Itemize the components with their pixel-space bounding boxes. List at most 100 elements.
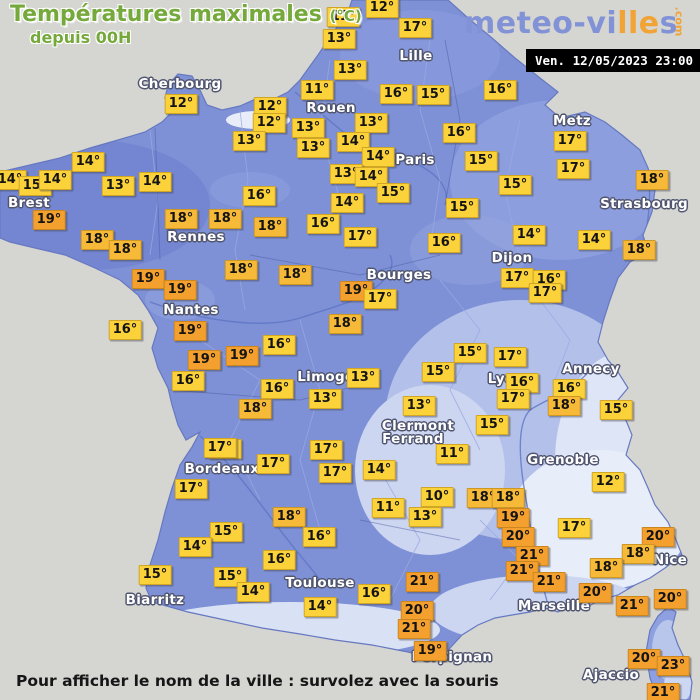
temp-badge[interactable]: 13° bbox=[402, 396, 436, 416]
temp-badge[interactable]: 18° bbox=[253, 217, 287, 237]
temp-badge[interactable]: 17° bbox=[557, 518, 591, 538]
temp-badge[interactable]: 15° bbox=[464, 151, 498, 171]
temp-badge[interactable]: 18° bbox=[238, 399, 272, 419]
temp-badge[interactable]: 17° bbox=[203, 438, 237, 458]
temp-badge[interactable]: 19° bbox=[225, 346, 259, 366]
temp-badge[interactable]: 16° bbox=[108, 320, 142, 340]
temp-badge[interactable]: 18° bbox=[272, 507, 306, 527]
temp-badge[interactable]: 18° bbox=[635, 170, 669, 190]
temp-badge[interactable]: 16° bbox=[379, 84, 413, 104]
temp-badge[interactable]: 18° bbox=[108, 240, 142, 260]
temp-badge[interactable]: 16° bbox=[171, 371, 205, 391]
temp-badge[interactable]: 16° bbox=[306, 214, 340, 234]
temp-badge[interactable]: 21° bbox=[615, 596, 649, 616]
temp-badge[interactable]: 14° bbox=[138, 172, 172, 192]
temp-badge[interactable]: 18° bbox=[491, 488, 525, 508]
temp-badge[interactable]: 16° bbox=[442, 123, 476, 143]
temp-badge[interactable]: 16° bbox=[483, 80, 517, 100]
temp-badge[interactable]: 20° bbox=[400, 601, 434, 621]
temp-badge[interactable]: 19° bbox=[131, 269, 165, 289]
temp-badge[interactable]: 21° bbox=[405, 572, 439, 592]
temp-badge[interactable]: 19° bbox=[173, 321, 207, 341]
temp-badge[interactable]: 17° bbox=[398, 18, 432, 38]
temp-badge[interactable]: 17° bbox=[256, 454, 290, 474]
temp-badge[interactable]: 15° bbox=[138, 565, 172, 585]
temp-badge[interactable]: 21° bbox=[397, 619, 431, 639]
temp-badge[interactable]: 17° bbox=[496, 389, 530, 409]
temp-badge[interactable]: 17° bbox=[343, 227, 377, 247]
temp-badge[interactable]: 18° bbox=[621, 544, 655, 564]
temp-badge[interactable]: 18° bbox=[547, 396, 581, 416]
temp-badge[interactable]: 19° bbox=[163, 280, 197, 300]
temp-badge[interactable]: 13° bbox=[291, 118, 325, 138]
temp-badge[interactable]: 19° bbox=[413, 641, 447, 661]
temp-badge[interactable]: 13° bbox=[308, 389, 342, 409]
temp-badge[interactable]: 18° bbox=[328, 314, 362, 334]
temp-badge[interactable]: 17° bbox=[528, 283, 562, 303]
temp-badge[interactable]: 13° bbox=[296, 138, 330, 158]
temp-badge[interactable]: 18° bbox=[208, 209, 242, 229]
temp-badge[interactable]: 14° bbox=[336, 132, 370, 152]
temp-badge[interactable]: 21° bbox=[532, 572, 566, 592]
temp-badge[interactable]: 19° bbox=[496, 508, 530, 528]
temp-badge[interactable]: 18° bbox=[224, 260, 258, 280]
temp-badge[interactable]: 17° bbox=[309, 440, 343, 460]
temp-badge[interactable]: 18° bbox=[466, 488, 500, 508]
temp-badge[interactable]: 17° bbox=[318, 463, 352, 483]
temp-badge[interactable]: 15° bbox=[416, 85, 450, 105]
temp-badge[interactable]: 14° bbox=[330, 193, 364, 213]
temp-badge[interactable]: 17° bbox=[553, 131, 587, 151]
temp-badge[interactable]: 12° bbox=[591, 472, 625, 492]
temp-badge[interactable]: 12° bbox=[365, 0, 399, 18]
temp-badge[interactable]: 21° bbox=[505, 561, 539, 581]
temp-badge[interactable]: 15° bbox=[209, 522, 243, 542]
temp-badge[interactable]: 20° bbox=[653, 589, 687, 609]
temp-badge[interactable]: 15° bbox=[453, 343, 487, 363]
temp-badge[interactable]: 11° bbox=[326, 7, 360, 27]
temp-badge[interactable]: 13° bbox=[346, 368, 380, 388]
temp-badge[interactable]: 19° bbox=[187, 350, 221, 370]
temp-badge[interactable]: 15° bbox=[599, 400, 633, 420]
temp-badge[interactable]: 18° bbox=[622, 240, 656, 260]
temp-badge[interactable]: 20° bbox=[578, 583, 612, 603]
temp-badge[interactable]: 20° bbox=[627, 649, 661, 669]
temp-badge[interactable]: 15° bbox=[475, 415, 509, 435]
temp-badge[interactable]: 20° bbox=[641, 527, 675, 547]
temp-badge[interactable]: 10° bbox=[420, 487, 454, 507]
temp-badge[interactable]: 13° bbox=[322, 29, 356, 49]
temp-badge[interactable]: 14° bbox=[354, 167, 388, 187]
temp-badge[interactable]: 14° bbox=[38, 170, 72, 190]
temp-badge[interactable]: 15° bbox=[498, 175, 532, 195]
temp-badge[interactable]: 17° bbox=[556, 159, 590, 179]
temp-badge[interactable]: 16° bbox=[262, 550, 296, 570]
meteo-villes-logo[interactable]: meteo-villes .com bbox=[464, 6, 686, 41]
temp-badge[interactable]: 11° bbox=[371, 498, 405, 518]
temp-badge[interactable]: 13° bbox=[408, 507, 442, 527]
temp-badge[interactable]: 16° bbox=[427, 233, 461, 253]
temp-badge[interactable]: 16° bbox=[505, 373, 539, 393]
temp-badge[interactable]: 16° bbox=[262, 335, 296, 355]
temp-badge[interactable]: 18° bbox=[589, 558, 623, 578]
temp-badge[interactable]: 14° bbox=[512, 225, 546, 245]
temp-badge[interactable]: 11° bbox=[300, 80, 334, 100]
temp-badge[interactable]: 14° bbox=[236, 582, 270, 602]
temp-badge[interactable]: 18° bbox=[278, 265, 312, 285]
temp-badge[interactable]: 21° bbox=[646, 683, 680, 700]
temp-badge[interactable]: 13° bbox=[101, 176, 135, 196]
temp-badge[interactable]: 14° bbox=[362, 460, 396, 480]
temp-badge[interactable]: 19° bbox=[32, 210, 66, 230]
temp-badge[interactable]: 17° bbox=[363, 289, 397, 309]
temp-badge[interactable]: 20° bbox=[501, 527, 535, 547]
temp-badge[interactable]: 15° bbox=[421, 362, 455, 382]
temp-badge[interactable]: 14° bbox=[361, 147, 395, 167]
temp-badge[interactable]: 16° bbox=[242, 186, 276, 206]
temp-badge[interactable]: 12° bbox=[252, 113, 286, 133]
temp-badge[interactable]: 15° bbox=[445, 198, 479, 218]
temp-badge[interactable]: 13° bbox=[333, 60, 367, 80]
temp-badge[interactable]: 23° bbox=[656, 656, 690, 676]
temp-badge[interactable]: 13° bbox=[232, 131, 266, 151]
temp-badge[interactable]: 14° bbox=[303, 597, 337, 617]
temp-badge[interactable]: 13° bbox=[354, 113, 388, 133]
temp-badge[interactable]: 17° bbox=[493, 347, 527, 367]
temp-badge[interactable]: 17° bbox=[174, 479, 208, 499]
